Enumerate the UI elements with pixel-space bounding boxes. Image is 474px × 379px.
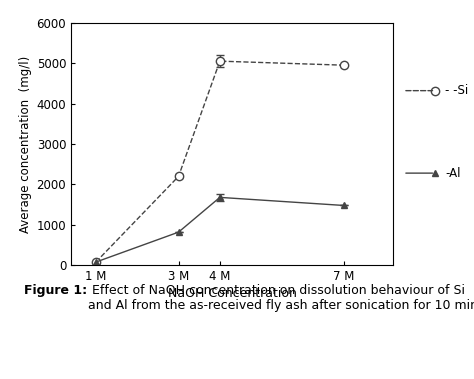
X-axis label: NaOH Concentration: NaOH Concentration [168,287,297,300]
Text: Figure 1:: Figure 1: [24,284,87,297]
Y-axis label: Average concentration  (mg/l): Average concentration (mg/l) [19,55,32,233]
Text: -Al: -Al [445,167,461,180]
Text: - -Si: - -Si [445,84,468,97]
Text: Effect of NaOH concentration on dissolution behaviour of Si
and Al from the as-r: Effect of NaOH concentration on dissolut… [88,284,474,312]
